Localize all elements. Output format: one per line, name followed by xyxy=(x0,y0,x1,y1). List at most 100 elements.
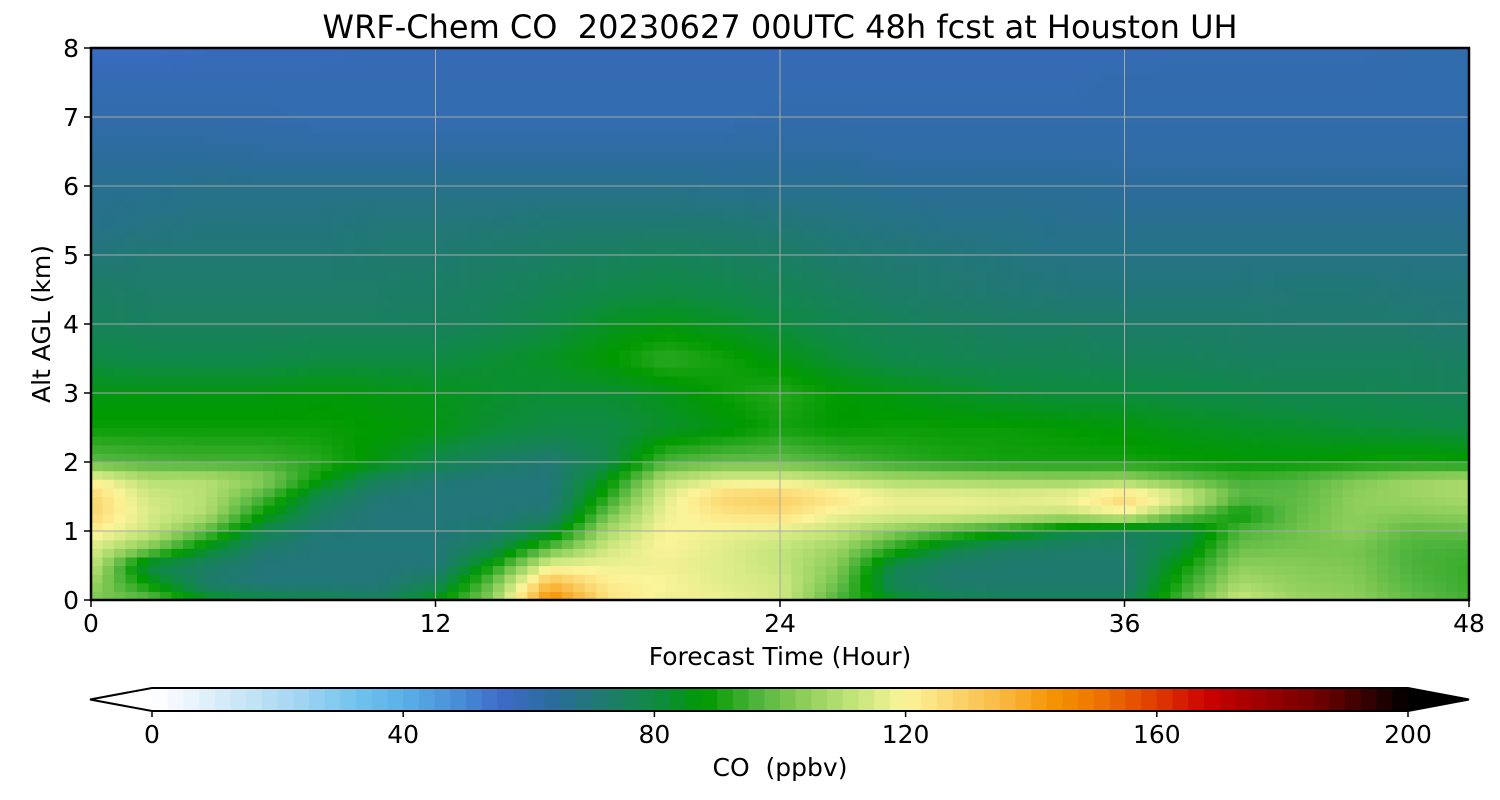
heatmap-cell xyxy=(745,298,758,308)
heatmap-cell xyxy=(125,436,138,446)
heatmap-cell xyxy=(1055,298,1068,308)
heatmap-cell xyxy=(309,280,322,291)
heatmap-cell xyxy=(343,237,356,247)
heatmap-cell xyxy=(1457,418,1469,429)
heatmap-cell xyxy=(102,582,115,592)
heatmap-cell xyxy=(136,315,150,325)
heatmap-cell xyxy=(1319,298,1332,308)
heatmap-cell xyxy=(1446,574,1459,584)
heatmap-cell xyxy=(378,401,391,411)
heatmap-cell xyxy=(1021,341,1034,351)
heatmap-cell xyxy=(734,505,747,515)
heatmap-cell xyxy=(871,436,884,446)
heatmap-cell xyxy=(1262,358,1275,368)
heatmap-cell xyxy=(297,496,310,506)
heatmap-cell xyxy=(1021,280,1034,291)
heatmap-cell xyxy=(424,289,437,299)
heatmap-cell xyxy=(91,393,104,403)
heatmap-cell xyxy=(1135,427,1149,437)
heatmap-cell xyxy=(435,522,448,532)
heatmap-cell xyxy=(1377,263,1390,273)
heatmap-cell xyxy=(607,565,620,575)
heatmap-cell xyxy=(1124,505,1137,515)
heatmap-cell xyxy=(734,341,747,351)
heatmap-cell xyxy=(607,444,620,454)
heatmap-cell xyxy=(642,341,655,351)
heatmap-cell xyxy=(791,401,804,411)
heatmap-cell xyxy=(814,548,827,558)
heatmap-cell xyxy=(699,324,712,334)
heatmap-cell xyxy=(894,470,907,480)
heatmap-cell xyxy=(550,487,563,498)
heatmap-cell xyxy=(561,505,574,515)
heatmap-cell xyxy=(1021,591,1034,600)
heatmap-cell xyxy=(1193,263,1206,273)
heatmap-cell xyxy=(757,574,770,584)
heatmap-cell xyxy=(309,298,322,308)
heatmap-cell xyxy=(1285,444,1298,454)
heatmap-cell xyxy=(768,418,781,429)
heatmap-cell xyxy=(1296,324,1309,334)
heatmap-cell xyxy=(1227,280,1240,291)
heatmap-cell xyxy=(527,513,540,523)
heatmap-cell xyxy=(780,367,793,377)
heatmap-cell xyxy=(527,341,540,351)
heatmap-cell xyxy=(1204,418,1217,429)
heatmap-cell xyxy=(1296,479,1309,489)
heatmap-cell xyxy=(1009,418,1022,429)
heatmap-cell xyxy=(435,375,448,385)
heatmap-cell xyxy=(194,324,207,334)
heatmap-cell xyxy=(309,505,322,515)
heatmap-cell xyxy=(1135,298,1149,308)
heatmap-cell xyxy=(665,367,678,377)
heatmap-cell xyxy=(171,505,184,515)
heatmap-cell xyxy=(986,306,999,316)
heatmap-cell xyxy=(1331,444,1344,454)
heatmap-cell xyxy=(1411,418,1424,429)
heatmap-cell xyxy=(1354,556,1367,567)
heatmap-cell xyxy=(1055,565,1068,575)
heatmap-cell xyxy=(1021,479,1034,489)
heatmap-cell xyxy=(1135,410,1149,420)
heatmap-cell xyxy=(1365,556,1378,567)
heatmap-cell xyxy=(205,315,218,325)
heatmap-cell xyxy=(596,401,609,411)
heatmap-cell xyxy=(1319,393,1332,403)
heatmap-cell xyxy=(1021,522,1034,532)
heatmap-cell xyxy=(125,263,138,273)
heatmap-cell xyxy=(286,280,299,291)
heatmap-cell xyxy=(136,427,150,437)
heatmap-cell xyxy=(1273,384,1286,394)
heatmap-cell xyxy=(194,470,207,480)
heatmap-cell xyxy=(148,272,161,282)
heatmap-cell xyxy=(1170,453,1183,463)
heatmap-cell xyxy=(1044,298,1057,308)
heatmap-cell xyxy=(825,393,839,403)
heatmap-cell xyxy=(435,263,448,273)
heatmap-cell xyxy=(446,427,460,437)
heatmap-cell xyxy=(286,548,299,558)
heatmap-cell xyxy=(860,298,873,308)
heatmap-cell xyxy=(745,479,758,489)
heatmap-cell xyxy=(1434,565,1447,575)
heatmap-cell xyxy=(1285,246,1298,256)
heatmap-cell xyxy=(274,306,287,316)
heatmap-cell xyxy=(975,384,988,394)
heatmap-cell xyxy=(768,306,781,316)
heatmap-cell xyxy=(665,401,678,411)
heatmap-cell xyxy=(630,393,643,403)
heatmap-cell xyxy=(1331,384,1344,394)
heatmap-cell xyxy=(894,436,907,446)
heatmap-cell xyxy=(366,496,379,506)
heatmap-cell xyxy=(722,358,735,368)
heatmap-cell xyxy=(1227,298,1240,308)
heatmap-cell xyxy=(1055,410,1068,420)
heatmap-cell xyxy=(320,548,333,558)
heatmap-cell xyxy=(1331,574,1344,584)
heatmap-cell xyxy=(102,246,115,256)
heatmap-cell xyxy=(1250,306,1263,316)
heatmap-cell xyxy=(1090,479,1103,489)
heatmap-cell xyxy=(940,479,953,489)
heatmap-cell xyxy=(538,470,551,480)
heatmap-cell xyxy=(102,453,115,463)
